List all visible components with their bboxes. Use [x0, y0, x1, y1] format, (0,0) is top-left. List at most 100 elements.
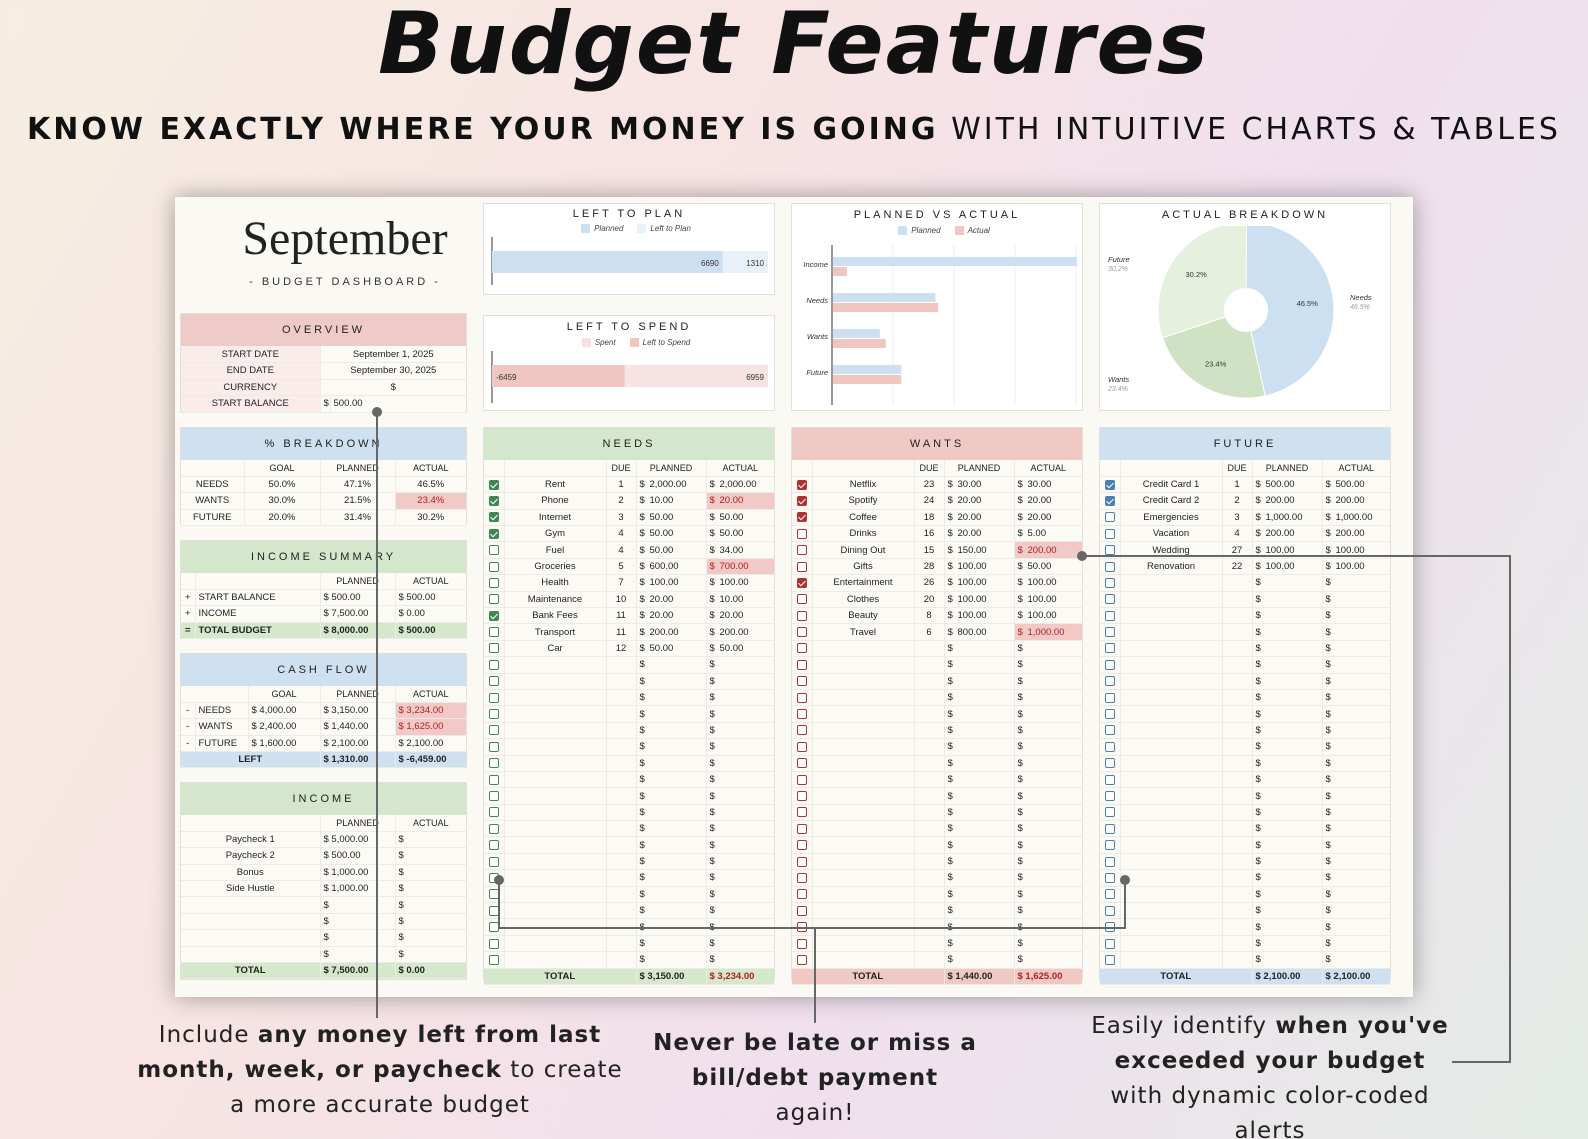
item-name[interactable]	[812, 656, 915, 674]
paid-checkbox[interactable]	[796, 676, 807, 687]
planned-cell[interactable]: $200.00	[636, 623, 707, 641]
paid-checkbox[interactable]	[488, 758, 499, 769]
item-name[interactable]	[1120, 853, 1223, 871]
due-day[interactable]	[914, 820, 945, 838]
planned-cell[interactable]: $	[1252, 935, 1323, 953]
due-day[interactable]: 28	[914, 558, 945, 576]
actual-cell[interactable]: $	[706, 935, 774, 953]
checkbox-cell[interactable]	[484, 886, 505, 904]
income-source[interactable]: Paycheck 2	[181, 847, 321, 865]
checkbox-cell[interactable]	[792, 738, 813, 756]
item-name[interactable]	[1120, 951, 1223, 969]
paid-checkbox[interactable]	[488, 561, 499, 572]
actual-cell[interactable]: $	[1322, 640, 1390, 658]
due-day[interactable]	[1222, 771, 1253, 789]
due-day[interactable]	[914, 886, 945, 904]
paid-checkbox[interactable]	[1104, 512, 1115, 523]
item-name[interactable]	[1120, 886, 1223, 904]
paid-checkbox[interactable]	[1104, 676, 1115, 687]
due-day[interactable]	[606, 853, 637, 871]
checkbox-cell[interactable]	[792, 689, 813, 707]
actual-cell[interactable]: $	[1322, 836, 1390, 854]
actual-cell[interactable]: $	[1014, 755, 1082, 772]
item-name[interactable]: Coffee	[812, 509, 915, 527]
planned-cell[interactable]: $	[944, 886, 1015, 904]
planned-cell[interactable]: $	[636, 836, 707, 854]
due-day[interactable]	[914, 738, 945, 756]
planned-cell[interactable]: $	[1252, 738, 1323, 756]
paid-checkbox[interactable]	[796, 840, 807, 851]
due-day[interactable]: 5	[606, 558, 637, 576]
checkbox-cell[interactable]	[484, 541, 505, 559]
item-name[interactable]	[812, 673, 915, 690]
checkbox-cell[interactable]	[484, 623, 505, 641]
item-name[interactable]	[1120, 869, 1223, 887]
planned-cell[interactable]: $	[944, 640, 1015, 658]
due-day[interactable]: 8	[914, 607, 945, 625]
actual-cell[interactable]: $	[706, 705, 774, 723]
planned-cell[interactable]: $	[636, 738, 707, 756]
checkbox-cell[interactable]	[792, 836, 813, 854]
actual-cell[interactable]: $	[1322, 886, 1390, 904]
paid-checkbox[interactable]	[1104, 741, 1115, 752]
checkbox-cell[interactable]	[1100, 951, 1121, 969]
due-day[interactable]	[914, 771, 945, 789]
checkbox-cell[interactable]	[792, 804, 813, 822]
paid-checkbox[interactable]	[796, 807, 807, 818]
actual-cell[interactable]: $	[1014, 640, 1082, 658]
checkbox-cell[interactable]	[1100, 541, 1121, 559]
checkbox-cell[interactable]	[484, 705, 505, 723]
checkbox-cell[interactable]	[1100, 902, 1121, 920]
planned-cell[interactable]: $	[944, 853, 1015, 871]
actual-cell[interactable]: $	[706, 673, 774, 690]
checkbox-cell[interactable]	[1100, 558, 1121, 576]
due-day[interactable]	[914, 722, 945, 740]
item-name[interactable]: Fuel	[504, 541, 607, 559]
due-day[interactable]	[1222, 902, 1253, 920]
amount-cell[interactable]: $	[395, 864, 466, 882]
checkbox-cell[interactable]	[792, 591, 813, 609]
actual-cell[interactable]: $	[1014, 673, 1082, 690]
actual-cell[interactable]: $50.00	[706, 509, 774, 527]
due-day[interactable]	[1222, 853, 1253, 871]
checkbox-cell[interactable]	[792, 722, 813, 740]
amount-cell[interactable]: $ 1,000.00	[320, 880, 396, 898]
item-name[interactable]	[504, 951, 607, 969]
checkbox-cell[interactable]	[484, 591, 505, 609]
item-name[interactable]	[812, 935, 915, 953]
due-day[interactable]	[914, 935, 945, 953]
actual-cell[interactable]: $	[706, 869, 774, 887]
actual-cell[interactable]: $	[1322, 607, 1390, 625]
planned-cell[interactable]: $	[1252, 722, 1323, 740]
actual-cell[interactable]: $	[706, 689, 774, 707]
actual-cell[interactable]: $	[1322, 591, 1390, 609]
item-name[interactable]: Health	[504, 574, 607, 592]
planned-cell[interactable]: $200.00	[1252, 525, 1323, 543]
due-day[interactable]	[914, 787, 945, 805]
item-name[interactable]	[1120, 836, 1223, 854]
actual-cell[interactable]: $	[1014, 935, 1082, 953]
actual-cell[interactable]: $100.00	[706, 574, 774, 592]
checkbox-cell[interactable]	[1100, 607, 1121, 625]
item-name[interactable]	[1120, 623, 1223, 641]
actual-cell[interactable]: $20.00	[706, 492, 774, 510]
actual-cell[interactable]: $	[706, 853, 774, 871]
planned-cell[interactable]: $	[636, 705, 707, 723]
paid-checkbox[interactable]	[488, 545, 499, 556]
due-day[interactable]: 4	[606, 541, 637, 559]
due-day[interactable]	[914, 869, 945, 887]
item-name[interactable]	[504, 689, 607, 707]
paid-checkbox[interactable]	[1104, 807, 1115, 818]
checkbox-cell[interactable]	[484, 673, 505, 690]
planned-cell[interactable]: $	[1252, 656, 1323, 674]
actual-cell[interactable]: $	[1014, 771, 1082, 789]
planned-cell[interactable]: $30.00	[944, 476, 1015, 494]
checkbox-cell[interactable]	[1100, 574, 1121, 592]
planned-cell[interactable]: $20.00	[944, 492, 1015, 510]
item-name[interactable]: Clothes	[812, 591, 915, 609]
paid-checkbox[interactable]	[1104, 495, 1115, 506]
paid-checkbox[interactable]	[1104, 758, 1115, 769]
planned-cell[interactable]: $50.00	[636, 541, 707, 559]
actual-cell[interactable]: $	[1322, 935, 1390, 953]
checkbox-cell[interactable]	[1100, 918, 1121, 936]
